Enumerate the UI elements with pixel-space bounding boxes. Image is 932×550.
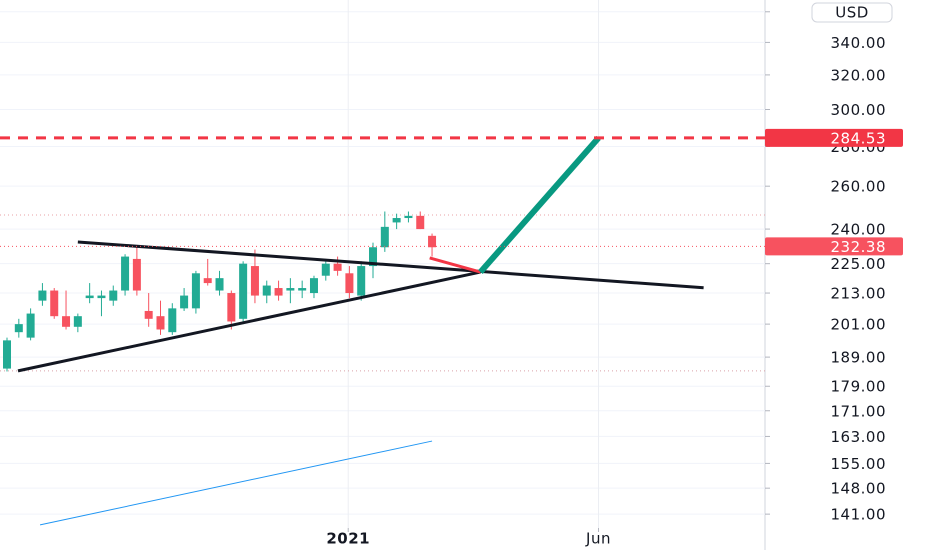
x-tick-label: Jun xyxy=(585,530,611,548)
candle-body xyxy=(215,278,224,291)
candle-body xyxy=(144,310,153,319)
candle-body xyxy=(62,316,71,327)
currency-label[interactable]: USD xyxy=(835,4,869,22)
price-tag-box xyxy=(765,128,903,147)
trend-line xyxy=(478,135,601,275)
trend-line xyxy=(77,240,704,290)
y-tick-label: 171.00 xyxy=(831,402,887,420)
y-tick-label: 340.00 xyxy=(831,34,887,52)
candle-body xyxy=(85,295,94,299)
price-tag-label: 232.38 xyxy=(831,238,887,256)
candle-body xyxy=(309,278,318,294)
trend-line xyxy=(17,270,481,373)
candle-body xyxy=(428,235,437,248)
candle-body xyxy=(97,295,106,299)
y-tick-label: 240.00 xyxy=(831,221,887,239)
candle-body xyxy=(227,293,236,322)
candle-body xyxy=(132,258,141,291)
candle-body xyxy=(3,340,12,369)
candle-body xyxy=(392,218,401,223)
candle-body xyxy=(26,313,35,338)
candle-body xyxy=(357,266,366,296)
candle-body xyxy=(298,288,307,291)
trend-line xyxy=(39,440,433,526)
candle-body xyxy=(239,263,248,319)
price-tag-box xyxy=(765,237,903,256)
y-tick-label: 320.00 xyxy=(831,66,887,84)
candle-body xyxy=(109,290,118,301)
y-tick-label: 179.00 xyxy=(831,378,887,396)
trend-line xyxy=(429,256,481,274)
candle-body xyxy=(262,285,271,296)
y-tick-label: 163.00 xyxy=(831,428,887,446)
candle-body xyxy=(321,263,330,276)
y-tick-label: 155.00 xyxy=(831,455,887,473)
candle-body xyxy=(38,290,47,301)
candle-body xyxy=(14,324,23,333)
candle-body xyxy=(250,266,259,296)
candle-body xyxy=(156,316,165,330)
candle-body xyxy=(180,295,189,309)
y-tick-label: 148.00 xyxy=(831,480,887,498)
candle-body xyxy=(369,247,378,267)
candle-body xyxy=(404,215,413,219)
y-tick-label: 189.00 xyxy=(831,349,887,367)
candle-body xyxy=(73,316,82,327)
candle-body xyxy=(380,226,389,248)
price-tag-label: 284.53 xyxy=(831,129,887,147)
candle-body xyxy=(286,288,295,291)
candle-body xyxy=(333,263,342,271)
candle-body xyxy=(191,273,200,309)
y-tick-label: 260.00 xyxy=(831,178,887,196)
y-tick-label: 201.00 xyxy=(831,316,887,334)
candle-body xyxy=(168,308,177,333)
y-tick-label: 300.00 xyxy=(831,101,887,119)
candle-body xyxy=(345,273,354,294)
y-tick-label: 141.00 xyxy=(831,506,887,524)
candle-body xyxy=(416,215,425,230)
x-tick-label: 2021 xyxy=(326,530,370,548)
candle-body xyxy=(203,278,212,284)
candle-body xyxy=(274,288,283,296)
candle-body xyxy=(121,256,130,291)
candle-body xyxy=(50,290,59,317)
y-tick-label: 213.00 xyxy=(831,285,887,303)
y-tick-label: 225.00 xyxy=(831,255,887,273)
currency-box[interactable] xyxy=(811,2,893,23)
